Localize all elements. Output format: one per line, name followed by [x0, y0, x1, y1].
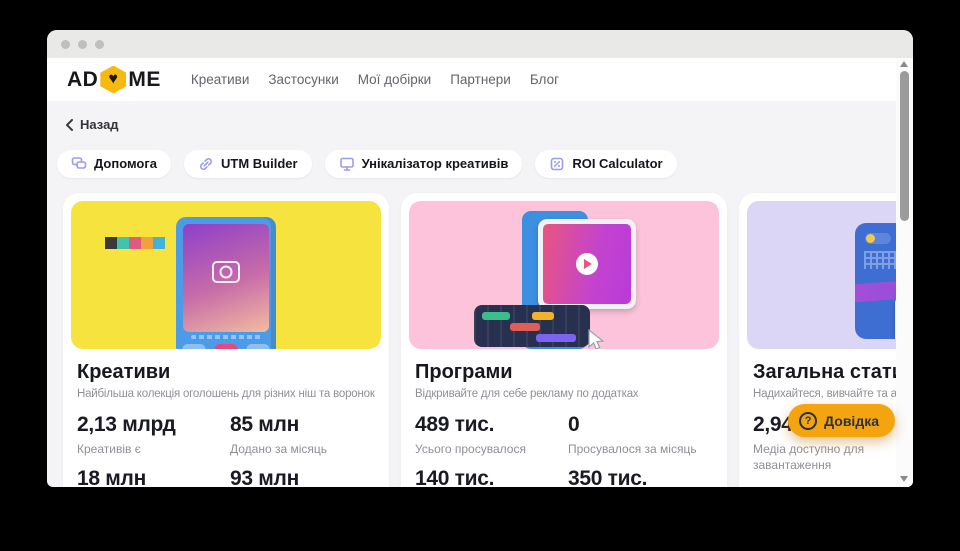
nav-item-collections[interactable]: Мої добірки: [357, 72, 432, 87]
back-link[interactable]: Назад: [65, 117, 119, 132]
statistics-illustration: [747, 200, 913, 349]
monitor-icon: [339, 157, 354, 171]
nav-item-blog[interactable]: Блог: [529, 72, 560, 87]
stat-value: 489 тис.: [415, 412, 495, 436]
stat-label: Додано за місяць: [230, 441, 328, 456]
scroll-down-arrow-icon[interactable]: [900, 476, 908, 482]
tool-utm-builder[interactable]: UTM Builder: [184, 149, 312, 178]
page-content: Назад Допомога UTM Builder: [47, 101, 913, 487]
tool-label: ROI Calculator: [572, 156, 663, 171]
tool-creative-uniquifier[interactable]: Унікалізатор креативів: [324, 149, 523, 178]
card-title: Загальна статистика: [753, 360, 913, 383]
color-palette-strip: [105, 236, 165, 249]
stat-value: 350 тис.: [568, 466, 648, 487]
tool-help[interactable]: Допомога: [57, 149, 172, 178]
camera-icon: [212, 260, 240, 283]
adome-logo[interactable]: AD ♥ ME: [67, 65, 161, 94]
logo-text-suffix: ME: [128, 67, 161, 91]
tool-label: Унікалізатор креативів: [361, 156, 509, 171]
cards-row: Креативи Найбільша колекція оголошень дл…: [63, 192, 913, 488]
help-label: Довідка: [824, 412, 879, 429]
timeline-panel: [474, 304, 590, 347]
tool-label: Допомога: [94, 156, 158, 171]
browser-window: AD ♥ ME Креативи Застосунки Мої добірки …: [47, 30, 913, 487]
logo-heart-icon: ♥: [100, 65, 127, 94]
card-stats: 489 тис. Усього просувалося 0 Просувалос…: [415, 413, 713, 488]
window-titlebar: [47, 30, 913, 58]
nav-item-creatives[interactable]: Креативи: [190, 72, 250, 87]
chat-bubbles-icon: [71, 157, 87, 169]
stat-label: Просувалося за місяць: [568, 441, 697, 456]
stat-label: Усього просувалося: [415, 441, 526, 456]
stat-value: 18 млн: [77, 466, 146, 487]
video-monitor-illustration: [538, 218, 636, 309]
phone-buttons: [182, 343, 270, 349]
stat-value: 85 млн: [230, 412, 299, 436]
tool-label: UTM Builder: [221, 156, 298, 171]
card-subtitle: Надихайтеся, вивчайте та аналізуйте: [753, 387, 913, 400]
stat: 85 млн Додано за місяць: [230, 413, 375, 457]
calculator-icon: [551, 157, 564, 170]
stat-label: Креативів є: [77, 441, 141, 456]
tool-roi-calculator[interactable]: ROI Calculator: [535, 149, 677, 178]
window-control-close[interactable]: [61, 39, 70, 49]
stat: 140 тис.: [415, 467, 560, 487]
nav-item-partners[interactable]: Партнери: [450, 72, 511, 87]
stat-value: 2,13 млрд: [77, 412, 176, 436]
stat-value: 93 млн: [230, 466, 299, 487]
nav-item-apps[interactable]: Застосунки: [268, 72, 339, 87]
stat: 2,13 млрд Креативів є: [77, 413, 222, 457]
toggle-illustration: [865, 232, 891, 244]
window-control-minimize[interactable]: [78, 39, 87, 49]
vertical-scrollbar[interactable]: [896, 58, 913, 487]
card-subtitle: Відкривайте для себе рекламу по додатках: [415, 387, 639, 400]
creatives-illustration: [71, 200, 381, 349]
card-stats: 2,13 млрд Креативів є 85 млн Додано за м…: [77, 413, 375, 488]
help-button[interactable]: ? Довідка: [788, 404, 895, 437]
card-creatives[interactable]: Креативи Найбільша колекція оголошень дл…: [63, 192, 389, 488]
logo-text-prefix: AD: [67, 67, 99, 91]
tools-row: Допомога UTM Builder Унікалізатор креати…: [57, 149, 913, 178]
stat-label: Медіа доступно для завантаження: [753, 441, 865, 472]
card-apps[interactable]: Програми Відкривайте для себе рекламу по…: [401, 192, 727, 488]
stat: 93 млн: [230, 467, 375, 487]
link-icon: [200, 157, 212, 170]
stat: 0 Просувалося за місяць: [568, 413, 713, 457]
chevron-left-icon: [66, 118, 73, 131]
main-nav: Креативи Застосунки Мої добірки Партнери…: [191, 72, 559, 87]
stat: 18 млн: [77, 467, 222, 487]
window-control-maximize[interactable]: [95, 39, 104, 49]
play-icon: [576, 252, 598, 275]
apps-illustration: [409, 200, 719, 349]
stat-value: 140 тис.: [415, 466, 495, 487]
back-label: Назад: [80, 117, 119, 132]
scrollbar-thumb[interactable]: [900, 71, 909, 221]
scroll-up-arrow-icon[interactable]: [900, 61, 908, 67]
stat: 489 тис. Усього просувалося: [415, 413, 560, 457]
stat: 350 тис.: [568, 467, 713, 487]
cursor-icon: [588, 328, 605, 349]
card-overall-statistics[interactable]: Загальна статистика Надихайтеся, вивчайт…: [739, 192, 913, 487]
card-title: Програми: [415, 360, 513, 383]
phone-illustration: [176, 216, 276, 349]
question-circle-icon: ?: [799, 411, 818, 430]
stat-value: 0: [568, 412, 580, 436]
app-header: AD ♥ ME Креативи Застосунки Мої добірки …: [47, 58, 913, 101]
card-subtitle: Найбільша колекція оголошень для різних …: [77, 387, 375, 400]
card-title: Креативи: [77, 360, 171, 383]
